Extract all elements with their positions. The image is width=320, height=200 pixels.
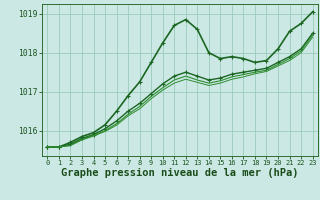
X-axis label: Graphe pression niveau de la mer (hPa): Graphe pression niveau de la mer (hPa) [61,168,299,178]
